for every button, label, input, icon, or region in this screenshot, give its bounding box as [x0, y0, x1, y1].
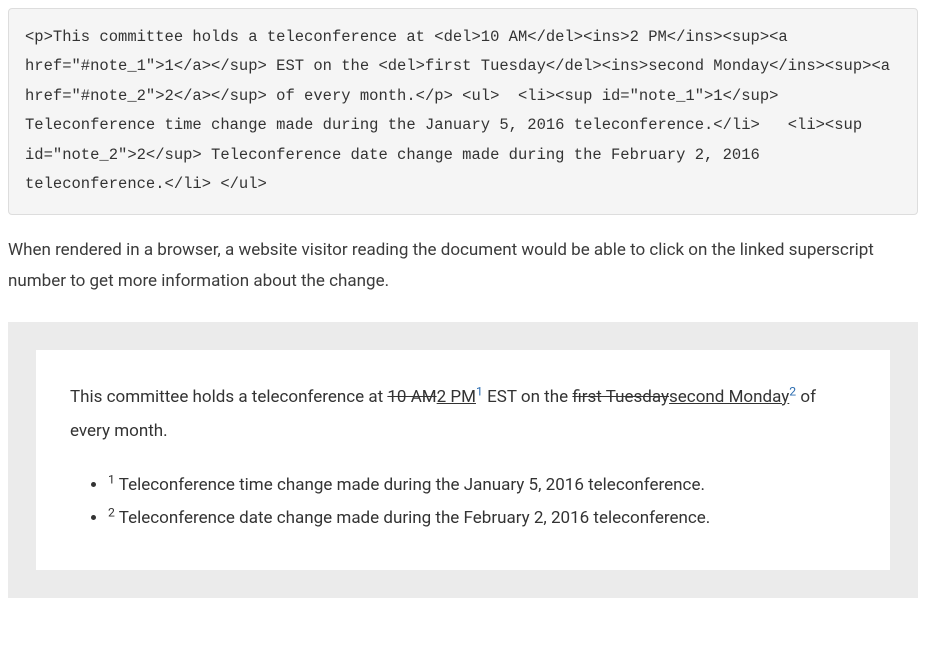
footnote-1-sup: 1 [108, 472, 115, 486]
footnote-2-text: Teleconference date change made during t… [115, 508, 710, 528]
rendered-paragraph: This committee holds a teleconference at… [70, 380, 856, 448]
footnote-2-sup: 2 [108, 505, 115, 519]
footnote-1-text: Teleconference time change made during t… [115, 475, 705, 495]
code-block: <p>This committee holds a teleconference… [8, 8, 918, 215]
footnote-list: 1 Teleconference time change made during… [70, 470, 856, 535]
inserted-day: second Monday [669, 387, 789, 407]
inserted-time: 2 PM [437, 387, 476, 407]
para-prefix: This committee holds a teleconference at [70, 387, 387, 407]
footnote-ref-1-sup: 1 [476, 384, 483, 398]
list-item: 2 Teleconference date change made during… [108, 503, 856, 534]
render-wrapper: This committee holds a teleconference at… [8, 322, 918, 599]
para-mid1: EST on the [483, 387, 572, 407]
explanation-paragraph: When rendered in a browser, a website vi… [8, 235, 918, 298]
render-box: This committee holds a teleconference at… [36, 350, 890, 571]
list-item: 1 Teleconference time change made during… [108, 470, 856, 501]
deleted-day: first Tuesday [572, 387, 669, 407]
deleted-time: 10 AM [387, 387, 436, 407]
footnote-ref-1-link[interactable]: 1 [476, 384, 483, 398]
